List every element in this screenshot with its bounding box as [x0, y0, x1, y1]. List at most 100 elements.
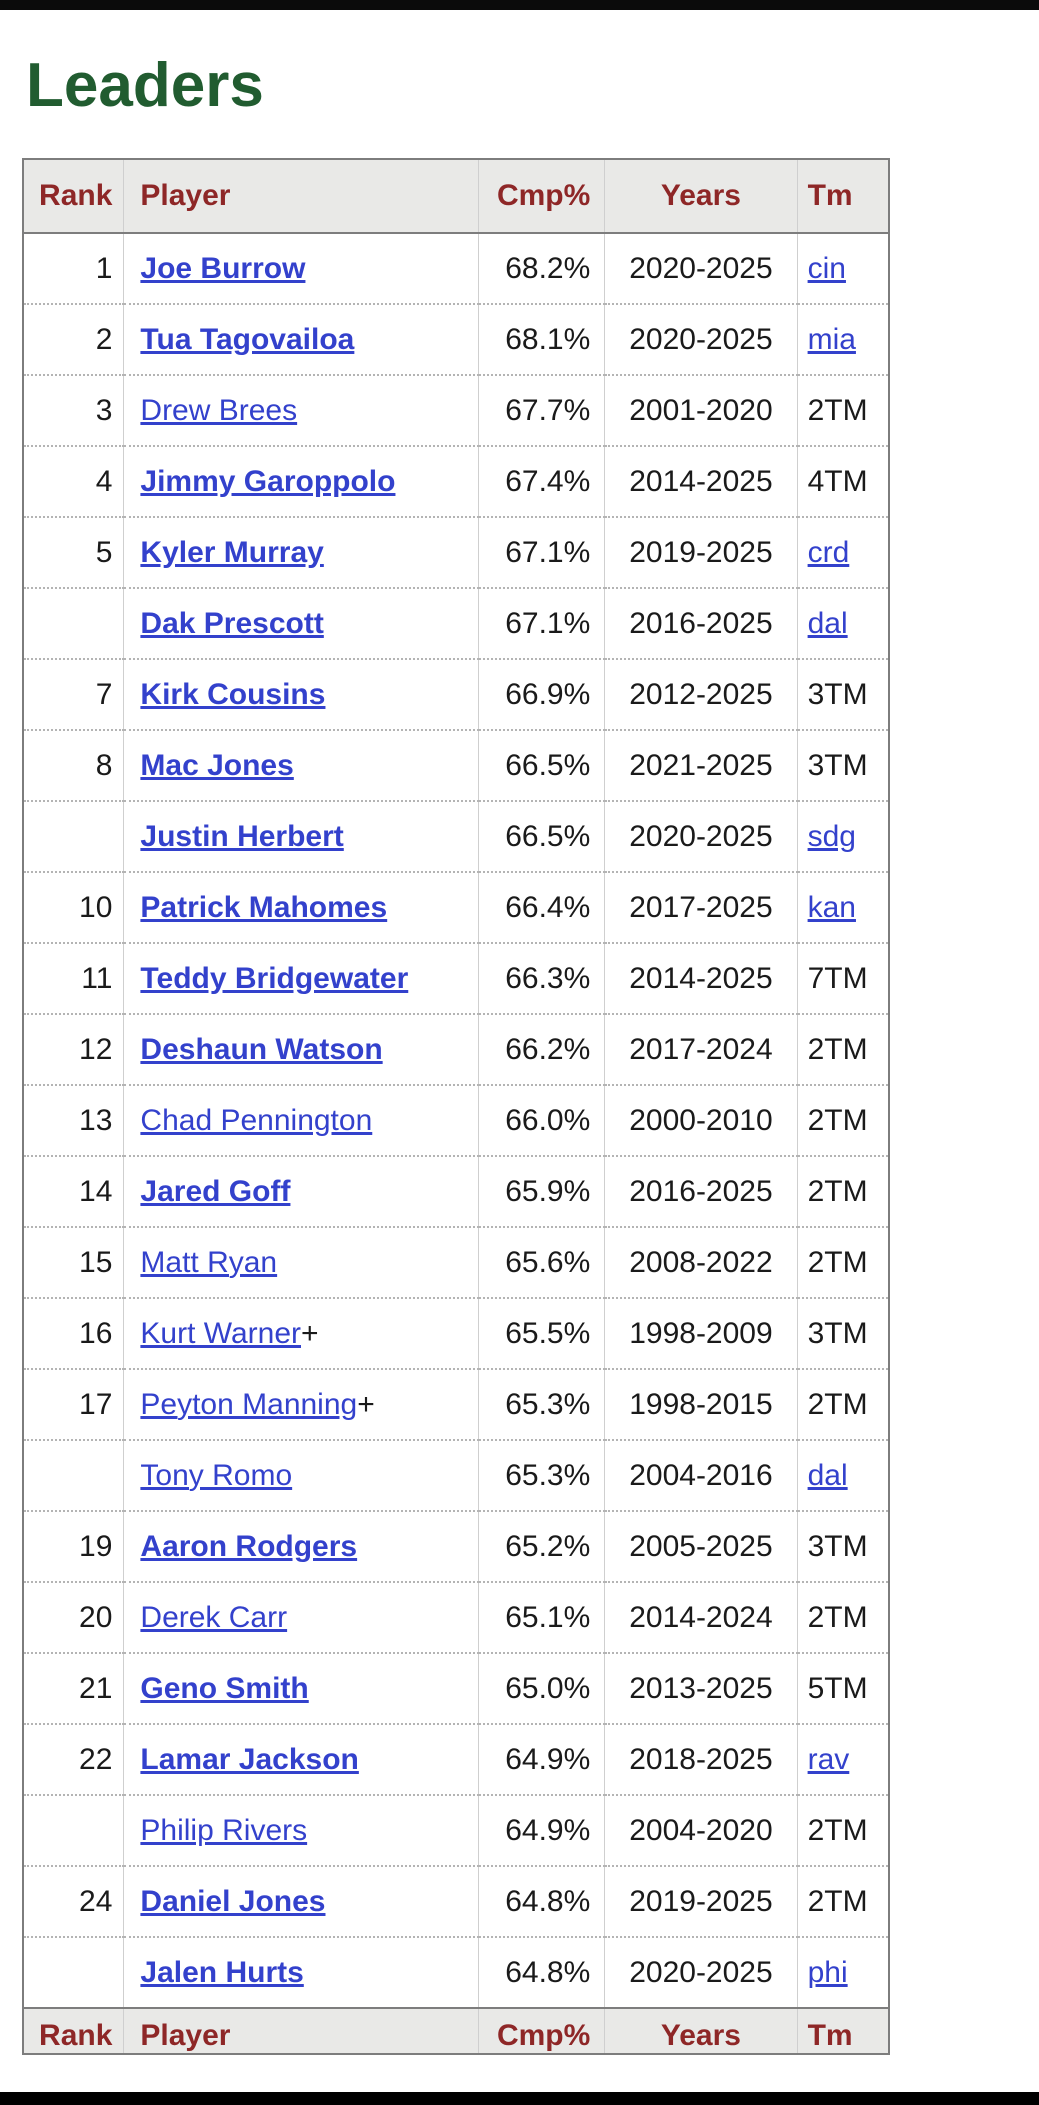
repeat-column-header-years: Years: [604, 2007, 798, 2054]
table-row: 19 Aaron Rodgers 65.2% 2005-2025 3TM: [23, 1510, 889, 1582]
player-cell: Daniel Jones: [123, 1865, 479, 1937]
repeat-header-row: Rank Player Cmp% Years Tm: [23, 2007, 889, 2054]
years-cell: 2014-2024: [604, 1581, 798, 1653]
player-link[interactable]: Geno Smith: [140, 1671, 309, 1705]
player-link[interactable]: Derek Carr: [140, 1600, 288, 1634]
player-link[interactable]: Drew Brees: [140, 393, 298, 427]
player-cell: Geno Smith: [123, 1652, 479, 1724]
years-cell: 2020-2025: [604, 800, 798, 872]
repeat-column-header-player: Player: [123, 2007, 479, 2054]
player-cell: Derek Carr: [123, 1581, 479, 1653]
cmp-pct-cell: 68.2%: [478, 233, 605, 304]
team-link[interactable]: dal: [807, 1458, 848, 1492]
team-cell: phi: [796, 1936, 889, 2008]
leaders-table-header: Rank Player Cmp% Years Tm: [23, 159, 889, 234]
years-cell: 2014-2025: [604, 445, 798, 517]
player-cell: Kirk Cousins: [123, 658, 479, 730]
player-cell: Philip Rivers: [123, 1794, 479, 1866]
rank-cell: 2: [23, 303, 124, 375]
player-link[interactable]: Jared Goff: [140, 1174, 291, 1208]
cmp-pct-cell: 64.9%: [478, 1723, 605, 1795]
table-row: Justin Herbert 66.5% 2020-2025 sdg: [23, 800, 889, 872]
cmp-pct-cell: 67.1%: [478, 587, 605, 659]
team-link[interactable]: kan: [807, 890, 856, 924]
rank-cell: 19: [23, 1510, 124, 1582]
team-link[interactable]: phi: [807, 1955, 848, 1989]
player-link[interactable]: Kurt Warner: [140, 1316, 301, 1350]
player-link[interactable]: Mac Jones: [140, 748, 294, 782]
player-link[interactable]: Aaron Rodgers: [140, 1529, 358, 1563]
rank-cell: 16: [23, 1297, 124, 1369]
cmp-pct-cell: 66.0%: [478, 1084, 605, 1156]
column-header-player: Player: [123, 159, 479, 234]
player-link[interactable]: Chad Pennington: [140, 1103, 373, 1137]
team-cell: 2TM: [796, 1226, 889, 1298]
team-cell: 2TM: [796, 1865, 889, 1937]
player-link[interactable]: Lamar Jackson: [140, 1742, 359, 1776]
rank-cell: 12: [23, 1013, 124, 1085]
table-row: Philip Rivers 64.9% 2004-2020 2TM: [23, 1794, 889, 1866]
table-row: 8 Mac Jones 66.5% 2021-2025 3TM: [23, 729, 889, 801]
rank-cell: 1: [23, 233, 124, 304]
team-label: 3TM: [807, 1529, 868, 1563]
player-cell: Peyton Manning+: [123, 1368, 479, 1440]
team-cell: cin: [796, 233, 889, 304]
table-row: 5 Kyler Murray 67.1% 2019-2025 crd: [23, 516, 889, 588]
table-row: 15 Matt Ryan 65.6% 2008-2022 2TM: [23, 1226, 889, 1298]
player-cell: Kurt Warner+: [123, 1297, 479, 1369]
rank-cell: [23, 1794, 124, 1866]
team-link[interactable]: sdg: [807, 819, 856, 853]
cmp-pct-cell: 66.4%: [478, 871, 605, 943]
player-link[interactable]: Philip Rivers: [140, 1813, 308, 1847]
years-cell: 2001-2020: [604, 374, 798, 446]
table-row: 14 Jared Goff 65.9% 2016-2025 2TM: [23, 1155, 889, 1227]
player-link[interactable]: Jalen Hurts: [140, 1955, 304, 1989]
years-cell: 2004-2020: [604, 1794, 798, 1866]
team-link[interactable]: dal: [807, 606, 848, 640]
team-cell: 3TM: [796, 1510, 889, 1582]
team-cell: 2TM: [796, 1013, 889, 1085]
player-link[interactable]: Dak Prescott: [140, 606, 324, 640]
team-cell: sdg: [796, 800, 889, 872]
player-link[interactable]: Deshaun Watson: [140, 1032, 383, 1066]
team-cell: mia: [796, 303, 889, 375]
rank-cell: [23, 800, 124, 872]
rank-cell: 21: [23, 1652, 124, 1724]
player-link[interactable]: Peyton Manning: [140, 1387, 358, 1421]
player-link[interactable]: Justin Herbert: [140, 819, 344, 853]
team-cell: 7TM: [796, 942, 889, 1014]
team-cell: 2TM: [796, 1084, 889, 1156]
player-cell: Tua Tagovailoa: [123, 303, 479, 375]
team-cell: dal: [796, 587, 889, 659]
player-link[interactable]: Kirk Cousins: [140, 677, 326, 711]
team-link[interactable]: crd: [807, 535, 850, 569]
years-cell: 1998-2009: [604, 1297, 798, 1369]
team-link[interactable]: cin: [807, 251, 846, 285]
player-link[interactable]: Kyler Murray: [140, 535, 324, 569]
years-cell: 2008-2022: [604, 1226, 798, 1298]
table-row: 10 Patrick Mahomes 66.4% 2017-2025 kan: [23, 871, 889, 943]
player-link[interactable]: Joe Burrow: [140, 251, 306, 285]
player-link[interactable]: Tua Tagovailoa: [140, 322, 355, 356]
player-link[interactable]: Tony Romo: [140, 1458, 293, 1492]
cmp-pct-cell: 67.7%: [478, 374, 605, 446]
team-label: 2TM: [807, 1884, 868, 1918]
team-label: 2TM: [807, 1174, 868, 1208]
team-link[interactable]: mia: [807, 322, 856, 356]
cmp-pct-cell: 65.5%: [478, 1297, 605, 1369]
team-link[interactable]: rav: [807, 1742, 850, 1776]
years-cell: 2019-2025: [604, 516, 798, 588]
player-link[interactable]: Matt Ryan: [140, 1245, 278, 1279]
player-cell: Deshaun Watson: [123, 1013, 479, 1085]
player-cell: Aaron Rodgers: [123, 1510, 479, 1582]
player-link[interactable]: Jimmy Garoppolo: [140, 464, 396, 498]
column-header-cmp: Cmp%: [478, 159, 605, 234]
hof-plus-suffix: +: [357, 1387, 375, 1421]
player-link[interactable]: Teddy Bridgewater: [140, 961, 409, 995]
years-cell: 2017-2024: [604, 1013, 798, 1085]
player-link[interactable]: Patrick Mahomes: [140, 890, 388, 924]
cmp-pct-cell: 65.6%: [478, 1226, 605, 1298]
player-cell: Justin Herbert: [123, 800, 479, 872]
player-link[interactable]: Daniel Jones: [140, 1884, 326, 1918]
team-label: 5TM: [807, 1671, 868, 1705]
